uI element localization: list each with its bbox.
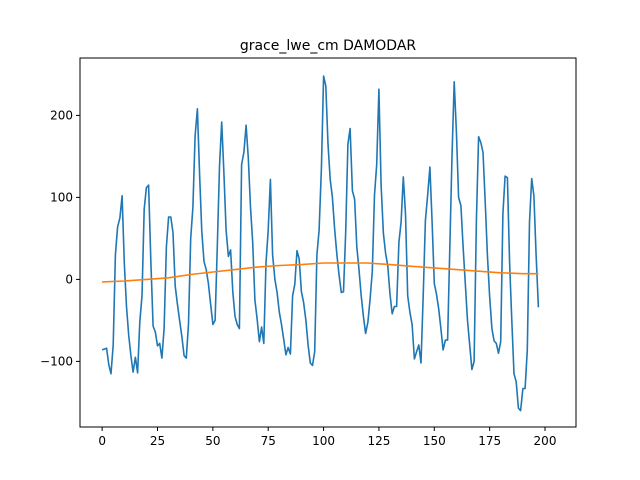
y-tick-label: 0 [65, 272, 73, 286]
y-axis-ticks: −100 0 100 200 [40, 108, 80, 368]
x-tick-label: 100 [312, 434, 335, 448]
x-tick-label: 50 [205, 434, 220, 448]
y-tick-label: −100 [40, 354, 73, 368]
x-tick-label: 150 [423, 434, 446, 448]
x-tick-label: 175 [478, 434, 501, 448]
y-tick-label: 200 [50, 108, 73, 122]
series-layer [101, 75, 540, 412]
plot-frame [79, 57, 577, 428]
y-tick-label: 100 [50, 190, 73, 204]
series-line-1 [101, 75, 540, 412]
chart-title: grace_lwe_cm DAMODAR [240, 38, 417, 54]
x-tick-label: 25 [150, 434, 165, 448]
x-tick-label: 125 [367, 434, 390, 448]
x-tick-label: 75 [261, 434, 276, 448]
series-line-2 [102, 262, 539, 283]
x-tick-label: 0 [98, 434, 106, 448]
x-tick-label: 200 [534, 434, 557, 448]
x-axis-ticks: 0 25 50 75 100 125 150 175 200 [98, 427, 556, 448]
